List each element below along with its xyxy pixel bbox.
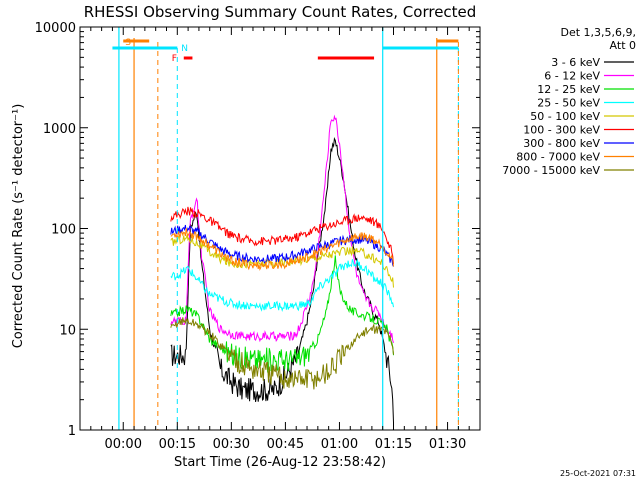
legend-label: 50 - 100 keV [530, 110, 600, 123]
legend-label: 3 - 6 keV [551, 56, 600, 69]
series-line-3-6-kev [170, 137, 394, 423]
series-line-7000-15000-kev [170, 317, 394, 390]
series-line-12-25-kev [170, 255, 394, 373]
legend-header-line: Att 0 [610, 39, 636, 52]
series-line-800-7000-kev [170, 227, 394, 271]
y-tick-label: 1000 [43, 122, 76, 137]
y-tick-label: 10 [59, 323, 76, 338]
x-tick-label: 00:30 [213, 437, 250, 452]
chart-title: RHESSI Observing Summary Count Rates, Co… [84, 3, 477, 21]
saa-flag-label: S [125, 38, 131, 48]
x-tick-label: 00:00 [105, 437, 142, 452]
flare-flag-label: F [172, 54, 177, 64]
x-tick-label: 01:30 [429, 437, 466, 452]
series-line-100-300-kev [170, 206, 394, 264]
y-axis-label: Corrected Count Rate (s⁻¹ detector⁻¹) [11, 104, 26, 349]
x-tick-label: 01:15 [375, 437, 412, 452]
x-axis-label: Start Time (26-Aug-12 23:58:42) [174, 455, 386, 470]
y-tick-label: 100 [51, 223, 76, 238]
legend-label: 800 - 7000 keV [516, 151, 600, 164]
legend-label: 12 - 25 keV [537, 83, 600, 96]
legend-label: 7000 - 15000 keV [502, 164, 600, 177]
x-tick-label: 00:15 [159, 437, 196, 452]
legend-label: 300 - 800 keV [523, 137, 600, 150]
y-tick-label: 1 [68, 424, 76, 439]
x-tick-label: 01:00 [321, 437, 358, 452]
legend-label: 25 - 50 keV [537, 97, 600, 110]
legend-label: 100 - 300 keV [523, 124, 600, 137]
series-line-6-12-kev [170, 114, 394, 343]
series-line-25-50-kev [170, 258, 394, 313]
footer-timestamp: 25-Oct-2021 07:31 [560, 469, 636, 478]
x-tick-label: 00:45 [267, 437, 304, 452]
y-tick-label: 10000 [35, 21, 76, 36]
night-flag-label: N [181, 44, 188, 54]
series-line-50-100-kev [170, 234, 394, 288]
legend-label: 6 - 12 keV [544, 70, 600, 83]
legend-header-line: Det 1,3,5,6,9, [560, 26, 636, 39]
